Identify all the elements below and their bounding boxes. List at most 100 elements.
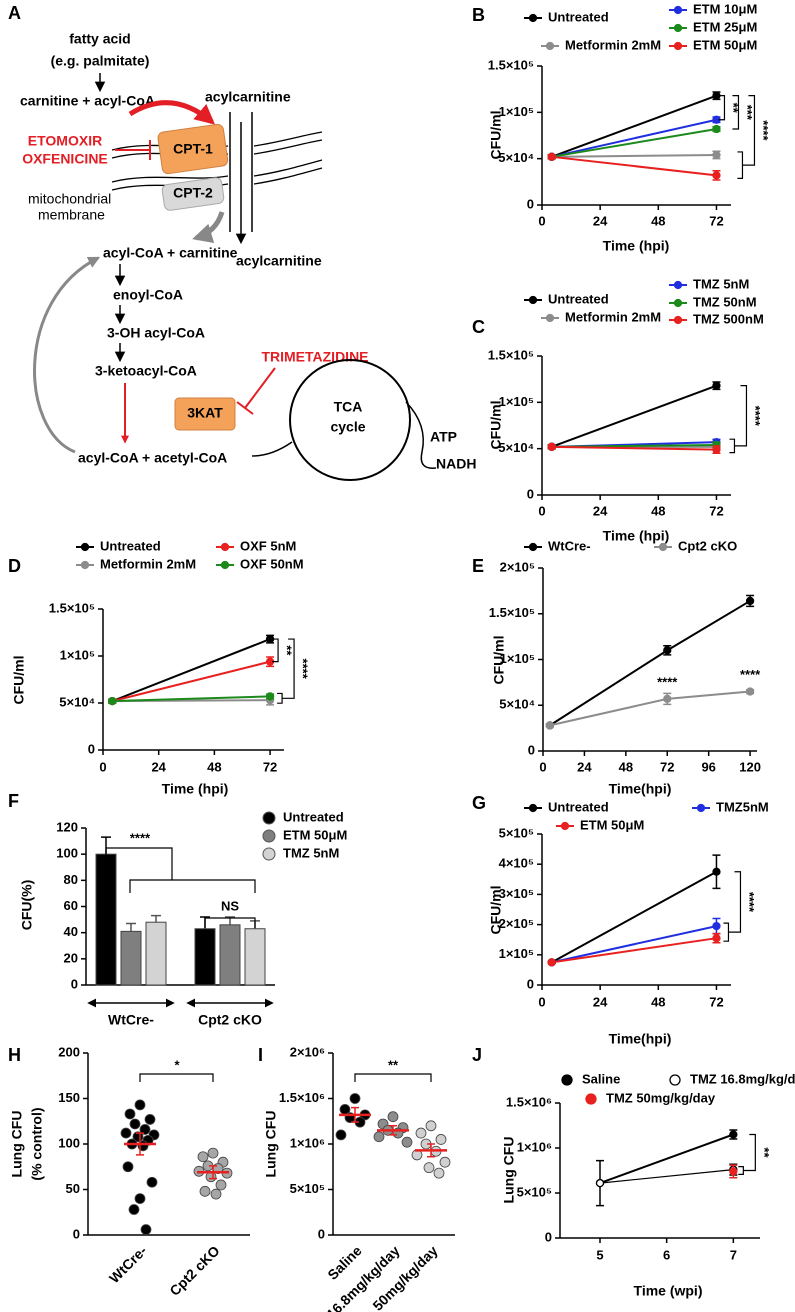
y-tick-label: 0	[527, 196, 534, 211]
series-line	[551, 155, 717, 177]
arrow	[33, 256, 101, 454]
drug-label: OXFENICINE	[22, 151, 108, 167]
y-tick-label: 1×10⁶	[517, 1139, 552, 1154]
significance-label: **	[280, 645, 295, 656]
y-tick-label: 1×10⁵	[499, 104, 534, 119]
x-tick-label: WtCre-	[106, 1242, 150, 1286]
inhibition	[244, 367, 276, 409]
legend-label: Metformin 2mM	[565, 309, 661, 324]
y-tick-label: 0	[545, 1229, 552, 1244]
data-point	[435, 1134, 447, 1145]
legend-marker	[262, 847, 276, 861]
arrow	[128, 100, 216, 125]
y-tick-label: 0	[527, 976, 534, 991]
legend-label: ETM 50μM	[580, 817, 644, 832]
legend-marker	[528, 295, 538, 305]
legend-label: TMZ5nM	[716, 799, 769, 814]
inhibition	[236, 401, 254, 415]
data-point	[122, 1161, 134, 1173]
data-point	[712, 124, 721, 134]
data-point	[712, 921, 721, 931]
significance-bracket	[723, 922, 730, 942]
legend-label: OXF 5nM	[240, 538, 296, 553]
legend-marker	[669, 1074, 681, 1086]
bar	[145, 921, 167, 986]
series-line	[551, 94, 717, 158]
series-line	[551, 925, 717, 964]
x-tick-label: WtCre-	[108, 1012, 154, 1028]
significance-label: **	[388, 1057, 399, 1072]
y-tick-label: 0	[318, 1226, 325, 1241]
x-axis-title: Time (wpi)	[634, 1283, 703, 1299]
y-tick-label: 0	[528, 742, 535, 757]
x-tick-label: 24	[577, 759, 592, 774]
legend-label: Untreated	[548, 9, 609, 24]
panel-letter: E	[472, 556, 484, 576]
legend-label: Untreated	[548, 291, 609, 306]
legend-label: ETM 25μM	[693, 19, 757, 34]
label: enoyl-CoA	[113, 287, 183, 303]
y-tick-label: 2×10⁶	[290, 1044, 325, 1059]
significance-bracket	[282, 638, 295, 699]
y-tick-label: 5×10⁵	[290, 1181, 325, 1196]
membrane	[253, 131, 323, 185]
significance-bracket	[129, 879, 256, 893]
x-tick-label: Cpt2 cKO	[198, 1012, 262, 1028]
connector	[405, 401, 437, 469]
y-tick-label: 150	[58, 1090, 80, 1105]
legend-marker	[220, 542, 230, 552]
series-line	[551, 937, 717, 964]
data-point	[265, 692, 275, 701]
data-point	[139, 1124, 151, 1135]
x-axis-title: Time (hpi)	[162, 781, 229, 797]
data-point	[144, 1114, 156, 1125]
significance-label: **	[726, 103, 741, 114]
significance-bracket	[272, 638, 279, 663]
x-tick-label: 5	[596, 1247, 603, 1262]
significance-bracket	[734, 385, 748, 447]
y-tick-label: 200	[58, 1044, 80, 1059]
sem-bar	[209, 1165, 217, 1180]
panel-letter: C	[472, 317, 485, 337]
y-tick-label: 1×10⁵	[499, 946, 534, 961]
sem-bar	[351, 1106, 359, 1123]
data-point	[124, 1108, 136, 1120]
error-bar	[151, 914, 161, 923]
significance-bracket	[732, 95, 740, 130]
x-axis-title: Time (hpi)	[603, 528, 670, 544]
drug-label: TRIMETAZIDINE	[261, 349, 368, 365]
legend-label: Untreated	[100, 538, 161, 553]
x-tick-label: 72	[709, 213, 723, 228]
label: membrane	[38, 207, 105, 223]
x-tick-label: 6	[663, 1247, 670, 1262]
data-point	[387, 1111, 399, 1123]
data-point	[547, 152, 556, 161]
y-tick-label: 1×10⁵	[60, 647, 95, 662]
y-tick-label: 0	[73, 1226, 80, 1241]
data-point	[712, 867, 721, 876]
label: mitochondrial	[28, 191, 111, 207]
legend-marker	[220, 560, 230, 570]
y-axis-title: CFU(%)	[19, 880, 35, 931]
significance-label: ****	[130, 830, 151, 845]
data-point	[401, 1136, 413, 1148]
significance-label: ****	[296, 659, 311, 680]
label: TCA	[334, 399, 363, 415]
y-tick-label: 5×10⁵	[517, 1184, 552, 1199]
data-point	[712, 150, 721, 160]
data-point	[663, 646, 672, 655]
data-point	[433, 1167, 445, 1179]
significance-label: ****	[740, 667, 761, 682]
y-tick-label: 1.5×10⁵	[489, 605, 535, 620]
label: NADH	[436, 456, 476, 472]
legend-marker	[545, 41, 555, 51]
x-tick-label: 24	[593, 503, 608, 518]
series-line	[551, 445, 717, 451]
legend-marker	[585, 1093, 597, 1105]
x-tick-label: 24	[593, 213, 608, 228]
y-tick-label: 100	[58, 1135, 80, 1150]
legend-label: TMZ 5nM	[693, 276, 749, 291]
significance-bracket	[737, 151, 744, 179]
y-axis-title: CFU/ml	[488, 401, 504, 450]
